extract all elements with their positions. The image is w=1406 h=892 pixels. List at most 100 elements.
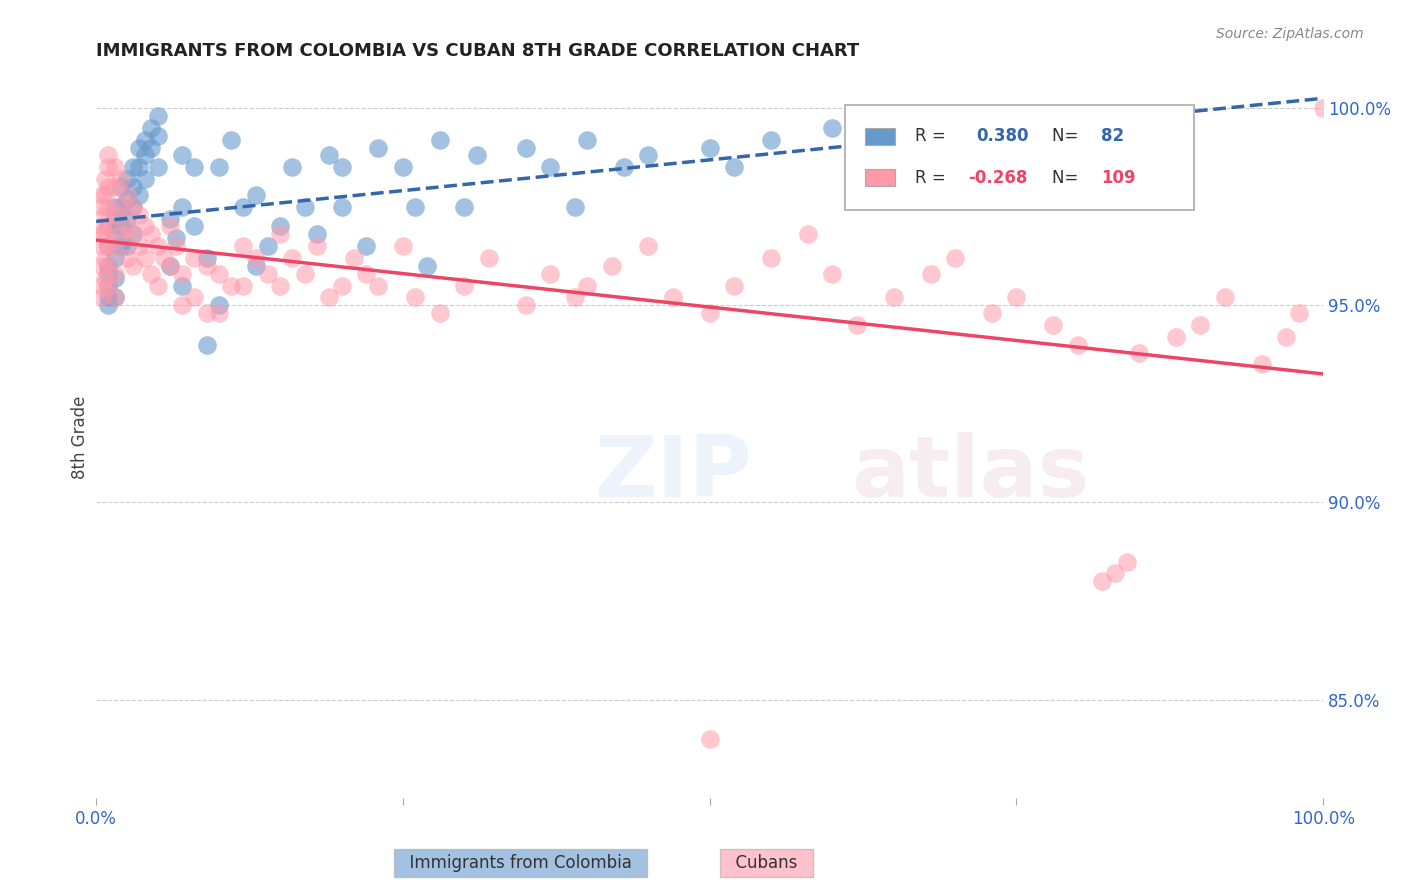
Point	[115, 251, 138, 265]
Point	[183, 290, 205, 304]
Point	[367, 278, 389, 293]
Point	[232, 200, 254, 214]
Point	[110, 172, 132, 186]
Point	[128, 140, 150, 154]
Point	[208, 298, 231, 312]
Point	[1189, 318, 1212, 332]
Point	[478, 251, 501, 265]
Point	[97, 219, 120, 234]
Point	[699, 306, 721, 320]
Point	[195, 337, 218, 351]
Point	[146, 239, 169, 253]
Point	[91, 239, 114, 253]
Point	[294, 200, 316, 214]
Point	[613, 161, 636, 175]
Point	[115, 219, 138, 234]
Point	[94, 208, 117, 222]
Point	[103, 227, 125, 242]
Point	[122, 259, 145, 273]
Point	[110, 200, 132, 214]
Point	[392, 161, 415, 175]
Point	[821, 120, 844, 135]
Point	[103, 270, 125, 285]
Point	[845, 318, 868, 332]
Point	[97, 290, 120, 304]
Point	[318, 290, 340, 304]
Point	[159, 259, 181, 273]
Text: 109: 109	[1101, 169, 1136, 186]
Y-axis label: 8th Grade: 8th Grade	[72, 396, 89, 479]
Point	[165, 239, 187, 253]
Point	[980, 306, 1002, 320]
Point	[94, 172, 117, 186]
Point	[453, 278, 475, 293]
Point	[110, 219, 132, 234]
Point	[97, 267, 120, 281]
Point	[122, 227, 145, 242]
Point	[354, 239, 377, 253]
Bar	[866, 128, 896, 145]
Point	[91, 259, 114, 273]
Point	[637, 148, 659, 162]
Point	[91, 200, 114, 214]
Point	[1250, 358, 1272, 372]
Point	[797, 227, 820, 242]
Text: ZIP: ZIP	[593, 432, 752, 515]
Text: atlas: atlas	[851, 432, 1090, 515]
Point	[122, 227, 145, 242]
Point	[195, 251, 218, 265]
Point	[110, 227, 132, 242]
Point	[245, 259, 267, 273]
Point	[97, 200, 120, 214]
Point	[821, 267, 844, 281]
Point	[1115, 555, 1137, 569]
Point	[134, 219, 156, 234]
Point	[515, 298, 537, 312]
Point	[305, 239, 328, 253]
Point	[245, 251, 267, 265]
Point	[122, 161, 145, 175]
Point	[170, 200, 193, 214]
Text: 0.380: 0.380	[976, 128, 1028, 145]
Point	[600, 259, 623, 273]
Point	[429, 133, 451, 147]
Point	[134, 251, 156, 265]
Text: -0.268: -0.268	[969, 169, 1028, 186]
Point	[281, 251, 304, 265]
Point	[208, 306, 231, 320]
Point	[330, 161, 353, 175]
Point	[183, 251, 205, 265]
Point	[103, 200, 125, 214]
Point	[128, 161, 150, 175]
Point	[159, 259, 181, 273]
Point	[97, 161, 120, 175]
Point	[416, 259, 439, 273]
Point	[1312, 101, 1334, 115]
Point	[128, 208, 150, 222]
Point	[269, 227, 291, 242]
Point	[759, 133, 782, 147]
Point	[699, 140, 721, 154]
Point	[575, 278, 598, 293]
Point	[305, 227, 328, 242]
Point	[637, 239, 659, 253]
Point	[465, 148, 488, 162]
Point	[367, 140, 389, 154]
Point	[94, 187, 117, 202]
Point	[170, 267, 193, 281]
Point	[115, 172, 138, 186]
Point	[1005, 290, 1028, 304]
Point	[920, 267, 942, 281]
Point	[281, 161, 304, 175]
Point	[404, 200, 426, 214]
Point	[103, 208, 125, 222]
Text: 82: 82	[1101, 128, 1125, 145]
Point	[134, 133, 156, 147]
Point	[110, 180, 132, 194]
Point	[183, 161, 205, 175]
Point	[195, 259, 218, 273]
Point	[103, 290, 125, 304]
Point	[141, 267, 163, 281]
Point	[97, 148, 120, 162]
Point	[128, 187, 150, 202]
